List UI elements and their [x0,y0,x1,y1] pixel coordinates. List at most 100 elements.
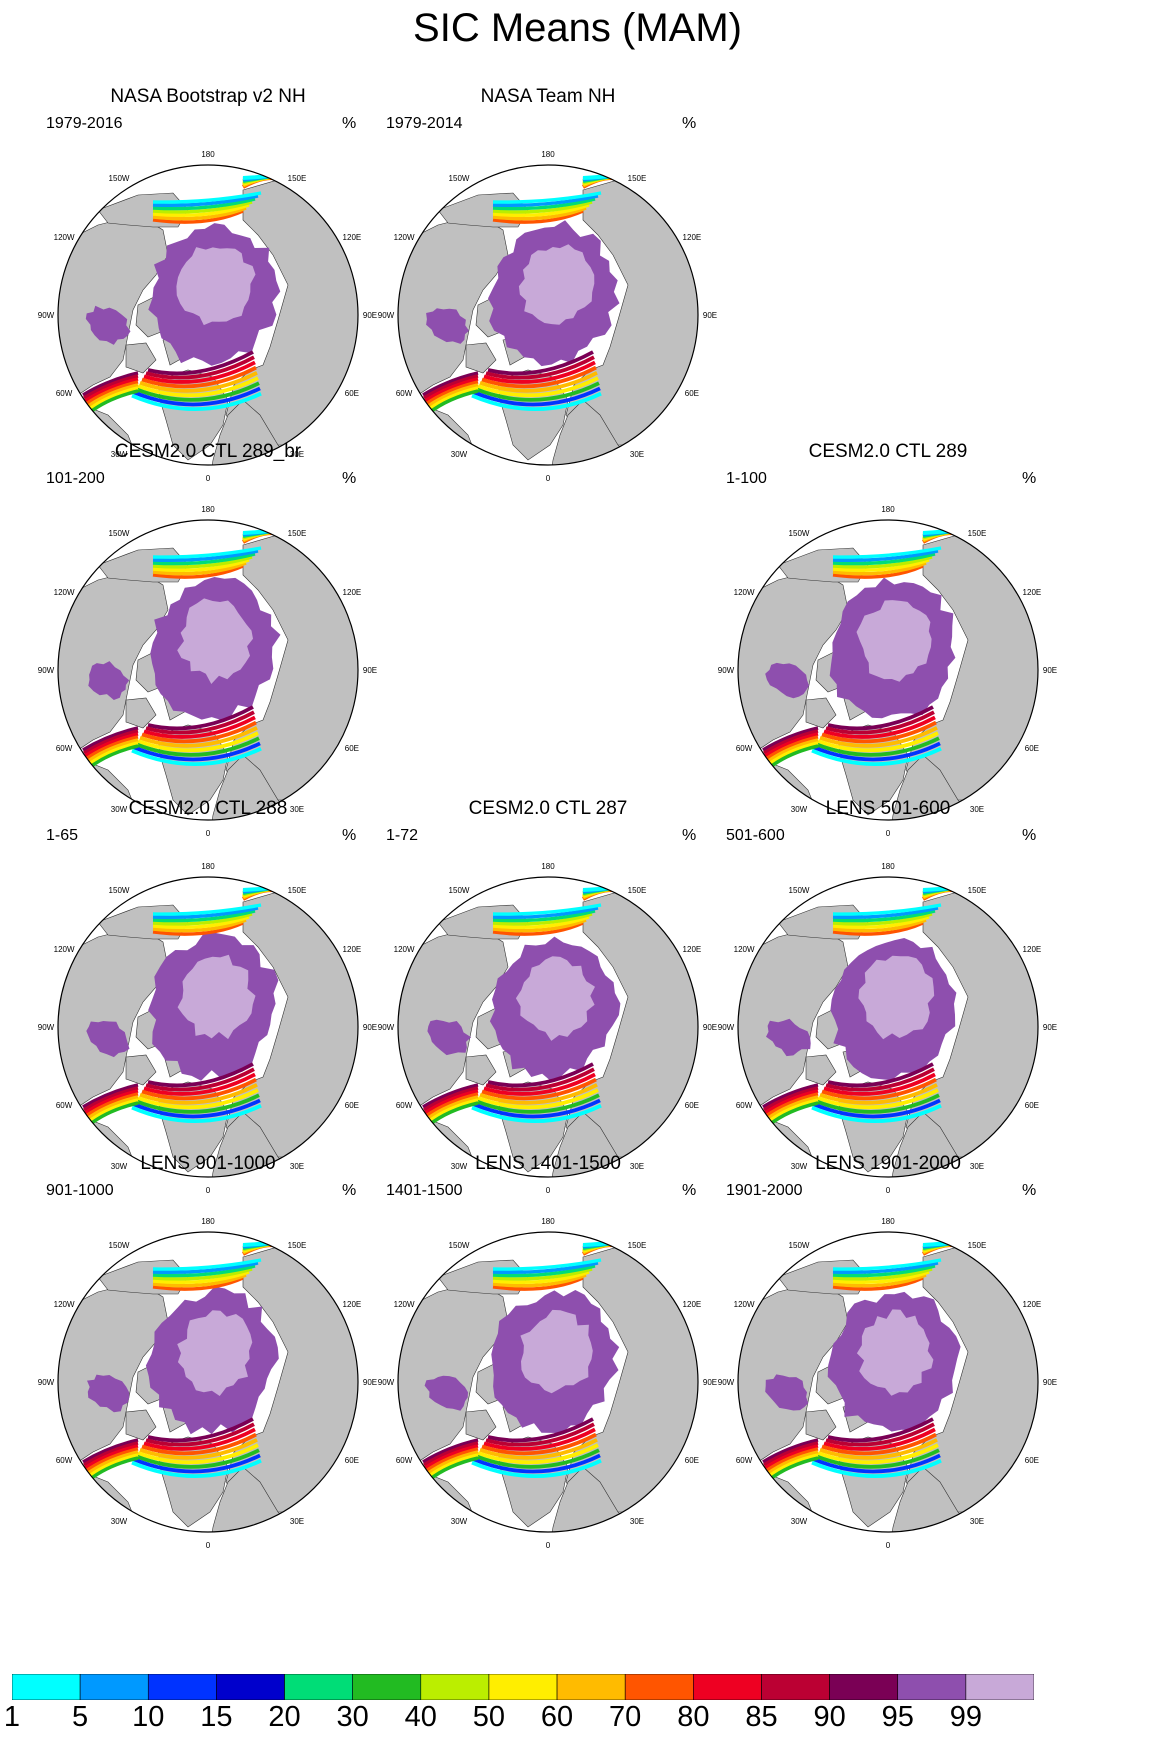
map-panel-bootstrap: NASA Bootstrap v2 NH 1979-2016% 180 150W 150… [38,85,378,485]
colorbar-tick-label: 95 [881,1701,914,1733]
sea-ice-hudson [87,1374,130,1413]
sea-ice-hudson [765,1374,809,1411]
ice-edge-band [811,1103,942,1123]
ice-edge-band [825,710,935,735]
longitude-label-30e: 30E [290,805,304,814]
longitude-label-120e: 120E [1023,588,1042,597]
ice-edge-band-pacific [492,1264,596,1278]
longitude-label-60w: 60W [736,744,753,753]
ice-edge-band-west [422,1438,479,1464]
panel-title: LENS 1901-2000 [815,1153,961,1174]
longitude-label-150e: 150E [628,174,647,183]
ice-edge-band-pacific [832,1273,927,1288]
longitude-label-30w: 30W [451,1162,468,1171]
longitude-label-30e: 30E [290,1517,304,1526]
ice-edge-band [133,1098,261,1119]
longitude-label-0: 0 [206,1186,211,1195]
ice-edge-band [827,705,934,731]
ice-edge-band [141,1432,257,1456]
ice-edge-band [139,371,258,393]
land-mass-4 [125,697,157,729]
longitude-label-180: 180 [541,862,555,871]
ice-edge-band-west [766,1453,819,1479]
ice-edge-band-west [84,1089,139,1115]
longitude-label-150e: 150E [288,529,307,538]
longitude-label-180: 180 [201,505,215,514]
land-mass-4 [805,1054,837,1086]
ice-edge-band-pacific [152,1267,253,1281]
ice-edge-band [487,1062,594,1088]
land-mass-4 [465,1409,497,1441]
longitude-label-30w: 30W [791,1517,808,1526]
longitude-label-180: 180 [541,150,555,159]
ice-edge-band [483,360,596,384]
longitude-label-0: 0 [886,829,891,838]
sea-ice-hudson [85,305,131,345]
ice-edge-band-pacific [832,1270,930,1284]
panel-unit-label: % [1022,1182,1037,1199]
longitude-label-90w: 90W [38,1378,55,1387]
longitude-label-150e: 150E [968,529,987,538]
map-boundary [57,876,359,1178]
sea-ice-core [856,600,932,682]
panel-title: LENS 1401-1500 [475,1153,621,1174]
longitude-label-150e: 150E [628,886,647,895]
polar-map: 180 150W 150E 120W 120E 90W 90E 60W 60E 30W 30E 0 [38,150,377,483]
ice-edge-band-west [765,735,819,761]
panel-title: CESM2.0 CTL 289_br [114,441,302,462]
ice-edge-band-west [423,1086,479,1112]
ice-edge-band-pacific [152,1261,259,1274]
ice-edge-band-west [425,1450,479,1476]
ice-edge-band-pacific [152,1276,244,1291]
colorbar-swatch-6 [420,1674,490,1700]
longitude-label-120e: 120E [683,1300,702,1309]
panel-title: LENS 501-600 [825,798,951,819]
colorbar-tick-label: 99 [949,1701,982,1733]
ice-edge-band-west [85,735,139,761]
sea-ice-core [177,598,253,684]
ice-edge-band-pacific [152,546,262,559]
ice-edge-band-pacific [492,909,596,923]
ice-edge-band-west [425,380,479,406]
colorbar-tick-label: 60 [540,1701,574,1733]
ice-edge-band-west [422,371,479,397]
ice-edge-band-pacific [832,912,933,926]
longitude-label-30w: 30W [111,1517,128,1526]
ice-edge-band [135,736,260,757]
ice-edge-band [475,1448,600,1469]
land-mass-1 [547,1111,664,1177]
longitude-label-90w: 90W [378,1023,395,1032]
longitude-label-90w: 90W [718,666,735,675]
colorbar-tick-label: 5 [72,1701,89,1733]
ice-edge-band [813,741,941,762]
ice-edge-band-west [425,1092,479,1118]
ice-edge-band-pacific [492,918,587,933]
ice-edge-band [487,1417,594,1443]
longitude-label-90e: 90E [703,1023,717,1032]
colorbar-swatch-5 [352,1674,422,1700]
ice-edge-band-pacific [152,561,247,576]
panel-unit-label: % [342,1182,357,1199]
longitude-label-90w: 90W [378,311,395,320]
ice-edge-band-west [763,1086,819,1112]
ice-edge-band [479,1438,598,1460]
longitude-label-90w: 90W [38,666,55,675]
ice-edge-band-pacific [152,197,256,211]
ice-edge-band-west [424,1444,479,1470]
longitude-label-30e: 30E [970,1162,984,1171]
longitude-label-60e: 60E [345,389,359,398]
ice-edge-band-pacific [492,1270,590,1284]
ice-edge-band-pacific [492,906,599,919]
longitude-label-30e: 30E [630,450,644,459]
ice-edge-band-west [82,371,139,397]
map-panel-ctl289br: CESM2.0 CTL 289_br 101-200% 180 150W 150E 120… [38,440,378,840]
ice-edge-band-west [82,1438,139,1464]
ice-edge-band [145,710,255,735]
ice-edge-band [135,381,260,402]
longitude-label-60w: 60W [736,1101,753,1110]
map-panel-ctl287: CESM2.0 CTL 287 1-72% 180 150W 150E 120W 120E 9… [378,797,718,1197]
longitude-label-90e: 90E [1043,1378,1057,1387]
ice-edge-band [821,720,937,744]
longitude-label-0: 0 [886,1186,891,1195]
longitude-label-150w: 150W [109,174,130,183]
